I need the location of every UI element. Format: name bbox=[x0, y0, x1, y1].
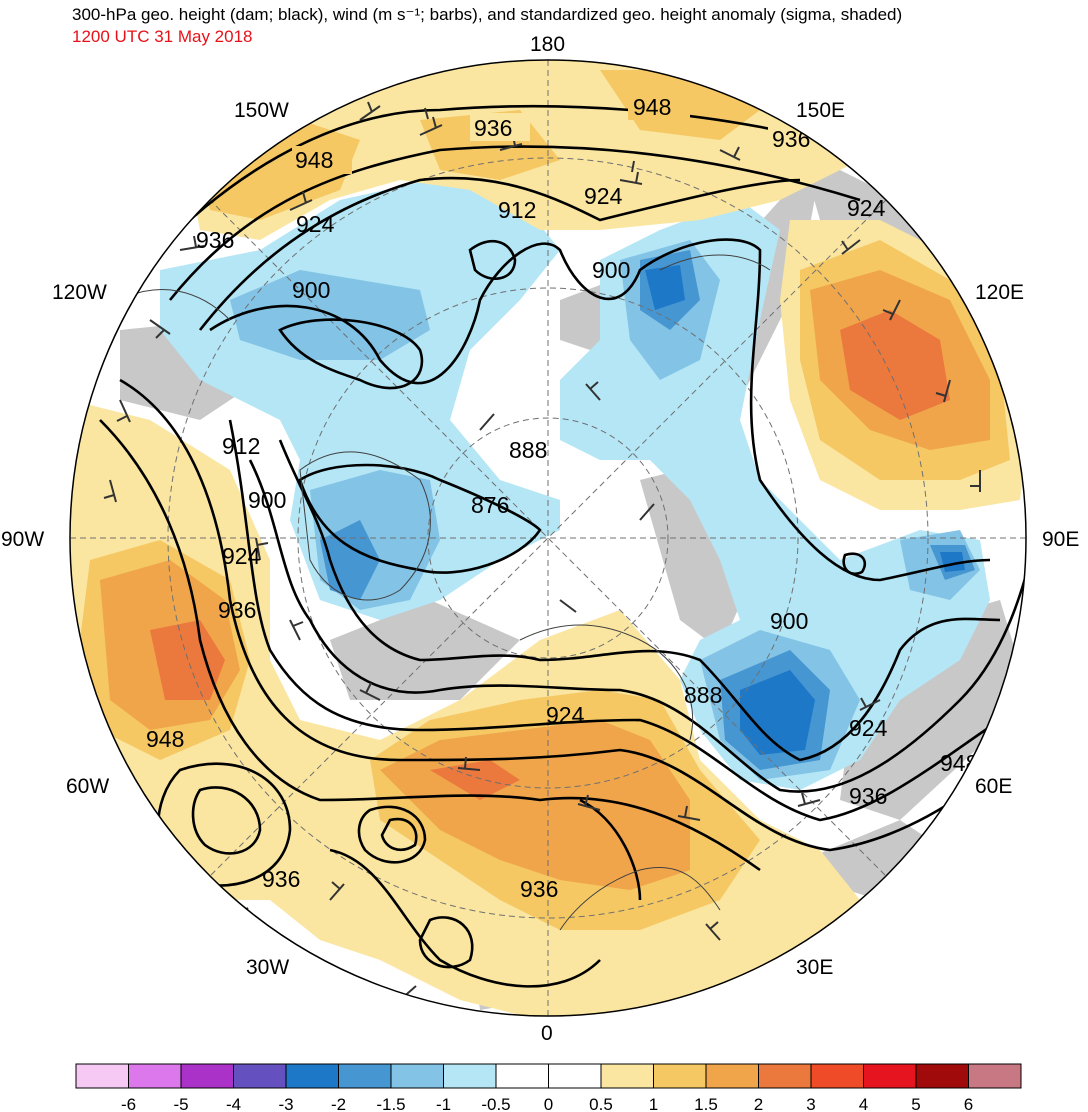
colorbar-tick-label: -1.5 bbox=[376, 1095, 405, 1112]
contour-label: 936 bbox=[196, 227, 234, 253]
lon-label-150e: 150E bbox=[796, 99, 845, 122]
contour-label: 876 bbox=[471, 492, 509, 518]
contour-label-layer: 948 936 936 948 924 912 924 924 936 900 … bbox=[146, 92, 978, 902]
colorbar-tick-label: 5 bbox=[911, 1095, 920, 1112]
colorbar-swatch bbox=[285, 1063, 339, 1089]
wind-barbs bbox=[103, 101, 981, 1001]
colorbar-swatch bbox=[810, 1063, 864, 1089]
colorbar-tick-label: 4 bbox=[859, 1095, 868, 1112]
colorbar-swatch bbox=[758, 1063, 812, 1089]
contour-label: 900 bbox=[770, 608, 808, 634]
colorbar-swatch bbox=[443, 1063, 497, 1089]
contour-label: 936 bbox=[772, 126, 810, 152]
contour-label-bg bbox=[470, 113, 530, 141]
lon-label-180: 180 bbox=[530, 33, 565, 56]
colorbar-tick-label: -5 bbox=[173, 1095, 188, 1112]
graticule bbox=[70, 60, 1026, 1016]
contour-label: 924 bbox=[222, 543, 261, 569]
colorbar-tick-label: 0.5 bbox=[589, 1095, 613, 1112]
colorbar-tick-label: -1 bbox=[436, 1095, 451, 1112]
colorbar-tick-label: -4 bbox=[226, 1095, 241, 1112]
contour-label: 924 bbox=[546, 702, 585, 728]
coastlines bbox=[119, 254, 771, 931]
colorbar-tick-label: -2 bbox=[331, 1095, 346, 1112]
map-disc: 948 936 936 948 924 912 924 924 936 900 … bbox=[70, 60, 1026, 1016]
colorbar-swatch bbox=[863, 1063, 917, 1089]
contour-label: 936 bbox=[849, 783, 887, 809]
colorbar-tick-label: 1 bbox=[649, 1095, 658, 1112]
colorbar-swatch bbox=[705, 1063, 759, 1089]
contour-label: 900 bbox=[292, 277, 330, 303]
lon-label-60e: 60E bbox=[975, 775, 1012, 798]
contour-label: 912 bbox=[222, 433, 260, 459]
contour-label: 912 bbox=[498, 197, 536, 223]
lon-label-0: 0 bbox=[541, 1022, 553, 1045]
lon-label-120w: 120W bbox=[52, 281, 107, 304]
height-contours bbox=[99, 104, 1026, 988]
contour-label: 936 bbox=[218, 597, 256, 623]
colorbar-swatch bbox=[548, 1063, 602, 1089]
contour-label: 924 bbox=[849, 715, 888, 741]
colorbar-swatch bbox=[180, 1063, 234, 1089]
contour-label-bg bbox=[292, 146, 352, 174]
lon-label-90e: 90E bbox=[1042, 528, 1079, 551]
contour-label: 924 bbox=[296, 211, 335, 237]
colorbar-tick-label: -6 bbox=[121, 1095, 136, 1112]
colorbar-swatch bbox=[968, 1063, 1022, 1089]
contour-label: 936 bbox=[520, 876, 558, 902]
colorbar-swatch bbox=[128, 1063, 182, 1089]
contour-label: 900 bbox=[592, 257, 630, 283]
colorbar-swatch bbox=[653, 1063, 707, 1089]
contour-label: 948 bbox=[146, 726, 184, 752]
contour-label: 888 bbox=[509, 437, 547, 463]
map-border bbox=[69, 59, 1027, 1017]
colorbar-swatch bbox=[600, 1063, 654, 1089]
contour-label: 936 bbox=[262, 866, 300, 892]
lon-label-60w: 60W bbox=[66, 775, 109, 798]
lon-label-30w: 30W bbox=[246, 956, 289, 979]
lon-label-90w: 90W bbox=[1, 528, 44, 551]
contour-label: 948 bbox=[295, 147, 333, 173]
colorbar-tick-label: 0 bbox=[544, 1095, 553, 1112]
colorbar-tick-label: 3 bbox=[806, 1095, 815, 1112]
contour-label: 948 bbox=[940, 750, 978, 776]
colorbar-swatch bbox=[338, 1063, 392, 1089]
contour-label-bg bbox=[628, 92, 690, 120]
colorbar-tick-label: -0.5 bbox=[481, 1095, 510, 1112]
contour-label: 936 bbox=[474, 115, 512, 141]
colorbar: -6 -5 -4 -3 -2 -1.5 -1 -0.5 0 0.5 1 1.5 2 3 4 5 6 bbox=[75, 1063, 1022, 1112]
colorbar-tick-label: -3 bbox=[278, 1095, 293, 1112]
colorbar-swatch bbox=[915, 1063, 969, 1089]
contour-label: 924 bbox=[847, 195, 886, 221]
colorbar-tick-label: 2 bbox=[754, 1095, 763, 1112]
lon-label-30e: 30E bbox=[796, 956, 833, 979]
colorbar-swatch bbox=[495, 1063, 549, 1089]
colorbar-tick-label: 1.5 bbox=[694, 1095, 718, 1112]
colorbar-tick-label: 6 bbox=[964, 1095, 973, 1112]
lon-label-120e: 120E bbox=[975, 281, 1024, 304]
map-title: 300-hPa geo. height (dam; black), wind (… bbox=[72, 5, 903, 24]
colorbar-swatch bbox=[75, 1063, 129, 1089]
lon-label-150w: 150W bbox=[234, 99, 289, 122]
valid-time: 1200 UTC 31 May 2018 bbox=[72, 27, 253, 46]
longitude-labels: 180 150E 120E 90E 60E 30E 0 30W 60W 90W … bbox=[1, 33, 1079, 1045]
contour-label: 924 bbox=[584, 183, 623, 209]
contour-label: 948 bbox=[633, 94, 671, 120]
colorbar-swatch bbox=[390, 1063, 444, 1089]
contour-label: 888 bbox=[684, 682, 722, 708]
colorbar-swatch bbox=[233, 1063, 287, 1089]
contour-label: 900 bbox=[248, 487, 286, 513]
